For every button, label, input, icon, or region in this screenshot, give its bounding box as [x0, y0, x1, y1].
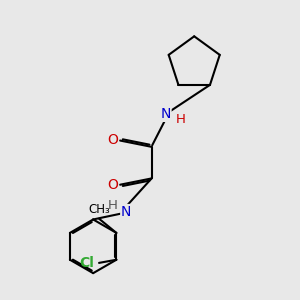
Text: CH₃: CH₃ — [88, 203, 110, 216]
Text: O: O — [108, 133, 118, 147]
Text: H: H — [176, 113, 186, 126]
Text: Cl: Cl — [80, 256, 94, 270]
Text: O: O — [108, 178, 118, 192]
Text: H: H — [108, 199, 118, 212]
Text: N: N — [121, 205, 131, 219]
Text: N: N — [160, 107, 171, 121]
